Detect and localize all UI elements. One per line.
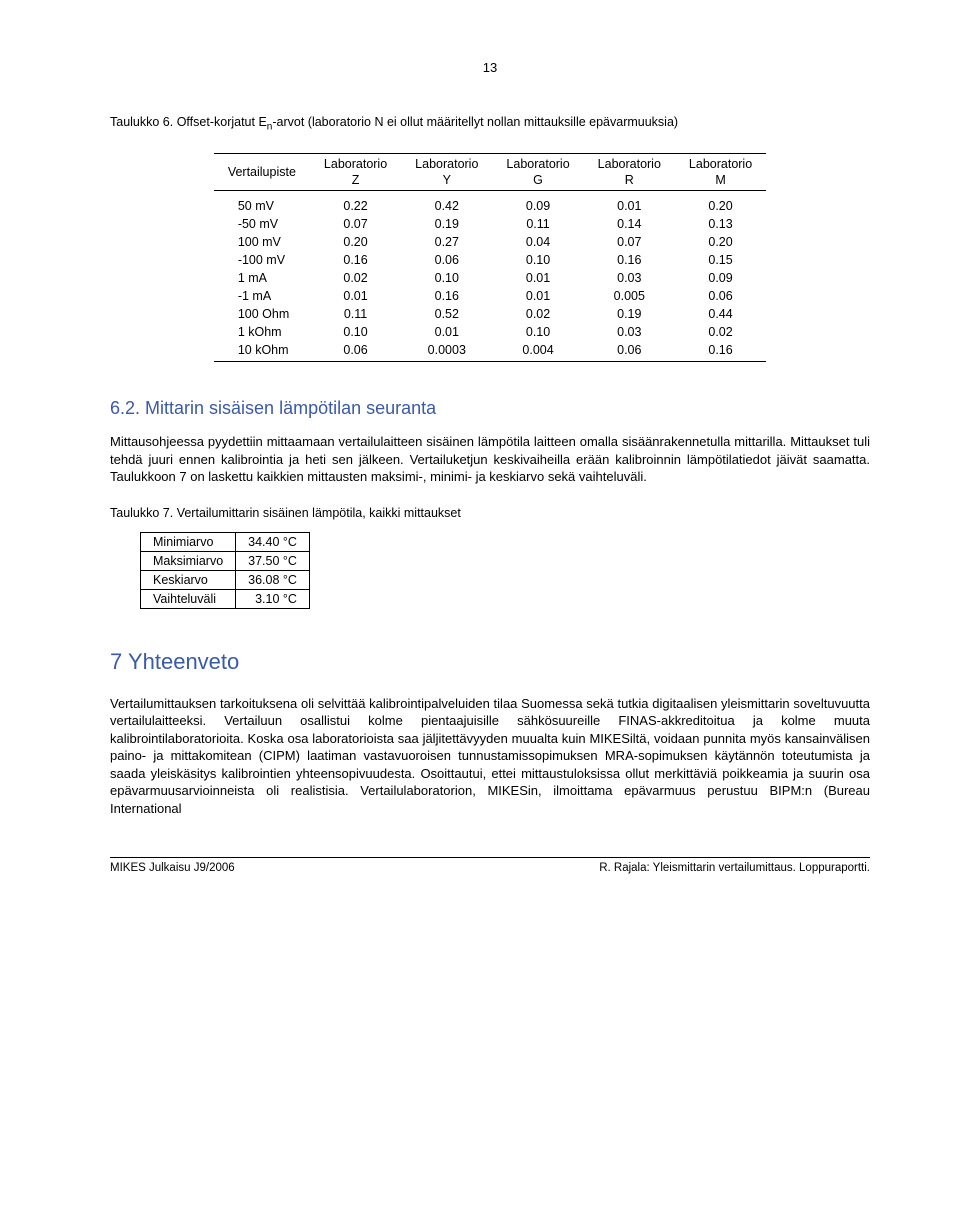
footer: MIKES Julkaisu J9/2006 R. Rajala: Yleism… — [110, 857, 870, 874]
section-6-2-para: Mittausohjeessa pyydettiin mittaamaan ve… — [110, 433, 870, 486]
table-row: 10 kOhm0.060.00030.0040.060.16 — [214, 341, 766, 362]
table-row: Minimiarvo34.40 °C — [141, 532, 310, 551]
table-row: Keskiarvo36.08 °C — [141, 570, 310, 589]
table6: Vertailupiste Laboratorio Z Laboratorio … — [214, 153, 766, 363]
section-6-2-heading: 6.2. Mittarin sisäisen lämpötilan seuran… — [110, 398, 870, 419]
t6-h4: Laboratorio R — [584, 153, 675, 191]
table-row: -100 mV0.160.060.100.160.15 — [214, 251, 766, 269]
table-row: -50 mV0.070.190.110.140.13 — [214, 215, 766, 233]
page: 13 Taulukko 6. Offset-korjatut En-arvot … — [0, 0, 960, 904]
table6-caption: Taulukko 6. Offset-korjatut En-arvot (la… — [110, 115, 870, 133]
t6-header-row: Vertailupiste Laboratorio Z Laboratorio … — [214, 153, 766, 191]
table7-caption: Taulukko 7. Vertailumittarin sisäinen lä… — [110, 506, 870, 520]
t6-h5: Laboratorio M — [675, 153, 766, 191]
t6-cap-pre: Taulukko 6. Offset-korjatut E — [110, 115, 267, 129]
footer-right: R. Rajala: Yleismittarin vertailumittaus… — [599, 862, 870, 874]
table-row: 1 kOhm0.100.010.100.030.02 — [214, 323, 766, 341]
footer-left: MIKES Julkaisu J9/2006 — [110, 862, 235, 874]
t6-body: 50 mV0.220.420.090.010.20 -50 mV0.070.19… — [214, 191, 766, 362]
t6-h2: Laboratorio Y — [401, 153, 492, 191]
table-row: Vaihteluväli3.10 °C — [141, 589, 310, 608]
section-7-para: Vertailumittauksen tarkoituksena oli sel… — [110, 695, 870, 818]
section-7-heading: 7 Yhteenveto — [110, 649, 870, 675]
t6-cap-suf: -arvot (laboratorio N ei ollut määritell… — [272, 115, 678, 129]
table-row: -1 mA0.010.160.010.0050.06 — [214, 287, 766, 305]
table-row: 1 mA0.020.100.010.030.09 — [214, 269, 766, 287]
t6-h1: Laboratorio Z — [310, 153, 401, 191]
page-number: 13 — [110, 60, 870, 75]
t6-h3: Laboratorio G — [492, 153, 583, 191]
table-row: Maksimiarvo37.50 °C — [141, 551, 310, 570]
table7: Minimiarvo34.40 °C Maksimiarvo37.50 °C K… — [140, 532, 310, 609]
t6-h0: Vertailupiste — [214, 153, 310, 191]
table-row: 100 Ohm0.110.520.020.190.44 — [214, 305, 766, 323]
table-row: 50 mV0.220.420.090.010.20 — [214, 191, 766, 216]
table-row: 100 mV0.200.270.040.070.20 — [214, 233, 766, 251]
